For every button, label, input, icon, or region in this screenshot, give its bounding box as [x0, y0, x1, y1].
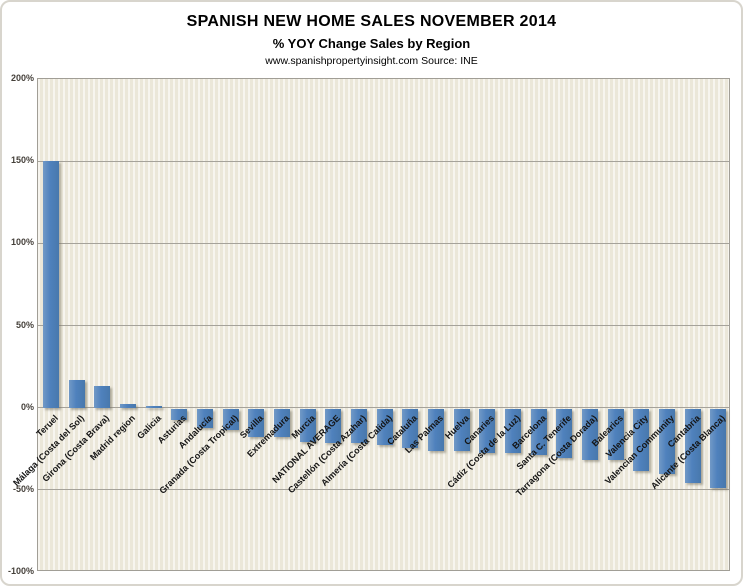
bar-catalu-a — [402, 408, 419, 449]
bar-cantabria — [684, 408, 701, 483]
bar-extremadura — [273, 408, 290, 437]
bar-m-laga-costa-del-sol — [68, 379, 85, 408]
chart-title: SPANISH NEW HOME SALES NOVEMBER 2014 — [186, 13, 557, 30]
bar-huelva — [453, 408, 470, 452]
bar-madrid-region — [119, 404, 136, 408]
y-axis-label: 50% — [15, 319, 34, 330]
y-axis-label: -100% — [7, 566, 34, 576]
bar-valencia-city — [633, 408, 650, 472]
bar-valencian-community — [658, 408, 675, 475]
bar-andaluc-a — [196, 408, 213, 429]
plot-area — [37, 78, 730, 571]
bar-asturias — [171, 408, 188, 421]
bar-castell-n-costa-azahar — [350, 408, 367, 444]
chart-source: www.spanishpropertyinsight.com Source: I… — [265, 55, 478, 67]
bar-granada-costa-tropical — [222, 408, 239, 431]
bar-tarragona-costa-dorada — [581, 408, 598, 460]
bar-girona-costa-brava — [94, 386, 111, 408]
bar-sevilla — [248, 408, 265, 437]
gridline-150 — [38, 160, 729, 162]
bar-teruel — [42, 161, 59, 408]
y-axis-label: -50% — [12, 483, 34, 494]
gridline-100 — [38, 242, 729, 244]
bar-canaries — [479, 408, 496, 454]
bar-balearics — [607, 408, 624, 460]
bar-national-average — [325, 408, 342, 444]
y-axis-label: 150% — [10, 155, 34, 166]
y-axis-label: 200% — [10, 73, 34, 83]
bar-alicante-costa-blanca — [710, 408, 727, 488]
bar-barcelona — [530, 408, 547, 455]
bar-santa-c-tenerife — [556, 408, 573, 458]
bar-galicia — [145, 406, 162, 408]
gridline--50 — [38, 489, 729, 491]
bar-c-diz-costa-de-la-luz — [504, 408, 521, 454]
gridline-50 — [38, 325, 729, 326]
y-axis-label: 100% — [10, 237, 34, 248]
bar-murcia — [299, 408, 316, 442]
bar-las-palmas — [427, 408, 444, 452]
bar-almer-a-costa-calida — [376, 408, 393, 445]
gridline-0 — [38, 407, 729, 409]
y-axis-label: 0% — [20, 401, 34, 412]
chart-subtitle: % YOY Change Sales by Region — [272, 36, 471, 51]
